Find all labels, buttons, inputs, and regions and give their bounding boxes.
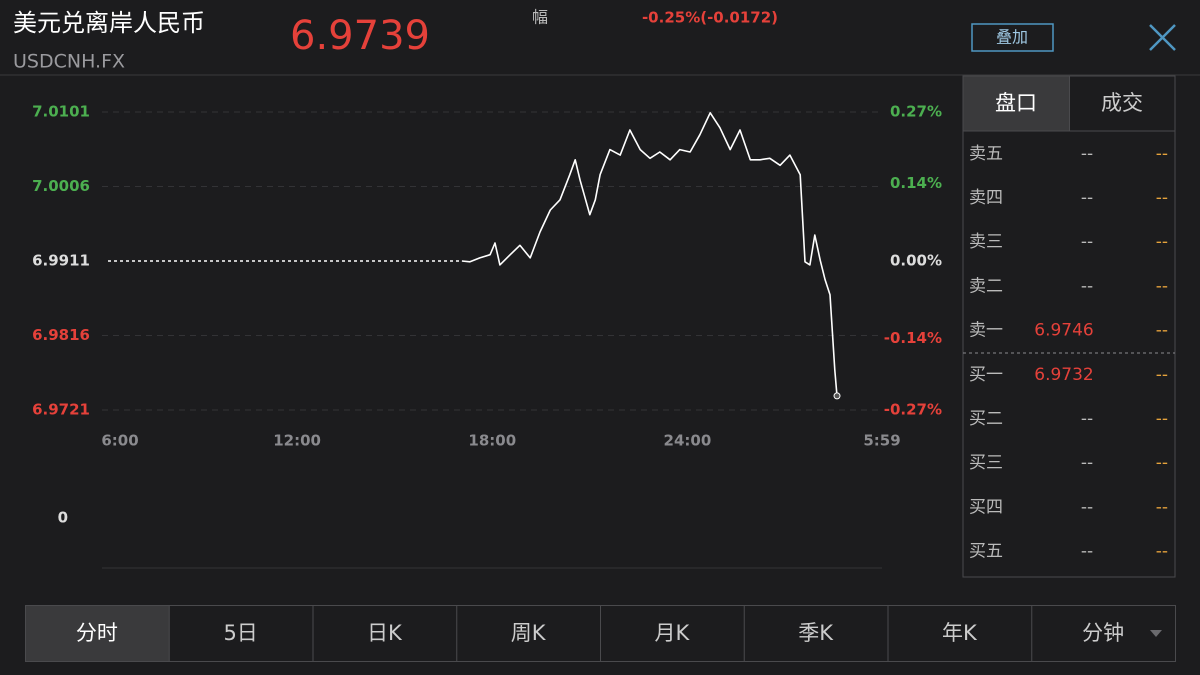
order-volume: --: [1156, 497, 1168, 517]
y2-tick-label: 0.00%: [890, 252, 942, 270]
period-tab[interactable]: 季K: [798, 621, 834, 645]
order-price: --: [1081, 541, 1093, 561]
x-tick-label: 18:00: [468, 432, 516, 450]
symbol-code: USDCNH.FX: [13, 51, 125, 73]
period-tab[interactable]: 年K: [942, 621, 978, 645]
order-volume: --: [1156, 232, 1168, 252]
order-price: --: [1081, 453, 1093, 473]
y-tick-label: 6.9911: [32, 252, 90, 270]
order-label: 卖二: [969, 276, 1003, 296]
last-point: [833, 392, 841, 400]
order-label: 买五: [969, 541, 1003, 561]
volume-tick-label: 0: [58, 509, 68, 527]
y-tick-label: 6.9721: [32, 401, 90, 419]
period-tab[interactable]: 周K: [511, 621, 547, 645]
order-price: --: [1081, 232, 1093, 252]
order-price: --: [1081, 276, 1093, 296]
order-volume: --: [1156, 453, 1168, 473]
order-tab[interactable]: 盘口: [995, 91, 1037, 115]
period-tab[interactable]: 5日: [223, 621, 257, 645]
order-label: 买二: [969, 409, 1003, 429]
order-label: 卖三: [969, 232, 1003, 252]
period-tab[interactable]: 分钟: [1082, 621, 1124, 645]
y2-tick-label: -0.14%: [884, 329, 942, 347]
order-price: 6.9746: [1034, 320, 1093, 340]
x-tick-label: 5:59: [863, 432, 900, 450]
order-label: 卖五: [969, 144, 1003, 164]
order-volume: --: [1156, 144, 1168, 164]
period-tab[interactable]: 日K: [367, 621, 403, 645]
x-tick-label: 24:00: [664, 432, 712, 450]
order-volume: --: [1156, 188, 1168, 208]
order-price: --: [1081, 188, 1093, 208]
overlay-button-label[interactable]: 叠加: [996, 28, 1028, 47]
y-tick-label: 7.0101: [32, 103, 90, 121]
period-tab[interactable]: 月K: [654, 621, 690, 645]
x-tick-label: 12:00: [273, 432, 321, 450]
order-price: 6.9732: [1034, 365, 1093, 385]
order-label: 买一: [969, 365, 1003, 385]
price-line: [461, 112, 838, 396]
order-label: 买四: [969, 497, 1003, 517]
order-tab[interactable]: 成交: [1101, 91, 1143, 115]
order-price: --: [1081, 409, 1093, 429]
y2-tick-label: -0.27%: [884, 401, 942, 419]
period-tab[interactable]: 分时: [76, 621, 118, 645]
y2-tick-label: 0.14%: [890, 174, 942, 192]
y-tick-label: 7.0006: [32, 177, 90, 195]
change-label: 幅: [532, 8, 548, 27]
order-volume: --: [1156, 276, 1168, 296]
title: 美元兑离岸人民币: [13, 9, 205, 37]
dropdown-arrow[interactable]: [1150, 630, 1162, 637]
order-volume: --: [1156, 541, 1168, 561]
order-price: --: [1081, 144, 1093, 164]
close-button[interactable]: [1149, 24, 1176, 51]
order-tab-selected[interactable]: [963, 76, 1070, 132]
x-tick-label: 6:00: [101, 432, 138, 450]
y2-tick-label: 0.27%: [890, 103, 942, 121]
change: -0.25%(-0.0172): [642, 9, 778, 27]
last-price: 6.9739: [290, 13, 430, 59]
order-volume: --: [1156, 409, 1168, 429]
overlay-button[interactable]: [971, 23, 1054, 52]
order-label: 卖一: [969, 320, 1003, 340]
order-volume: --: [1156, 320, 1168, 340]
order-label: 买三: [969, 453, 1003, 473]
order-volume: --: [1156, 365, 1168, 385]
y-tick-label: 6.9816: [32, 326, 90, 344]
period-tab-bar: [25, 605, 1176, 662]
order-price: --: [1081, 497, 1093, 517]
period-tab-selected[interactable]: [26, 606, 169, 661]
order-label: 卖四: [969, 188, 1003, 208]
